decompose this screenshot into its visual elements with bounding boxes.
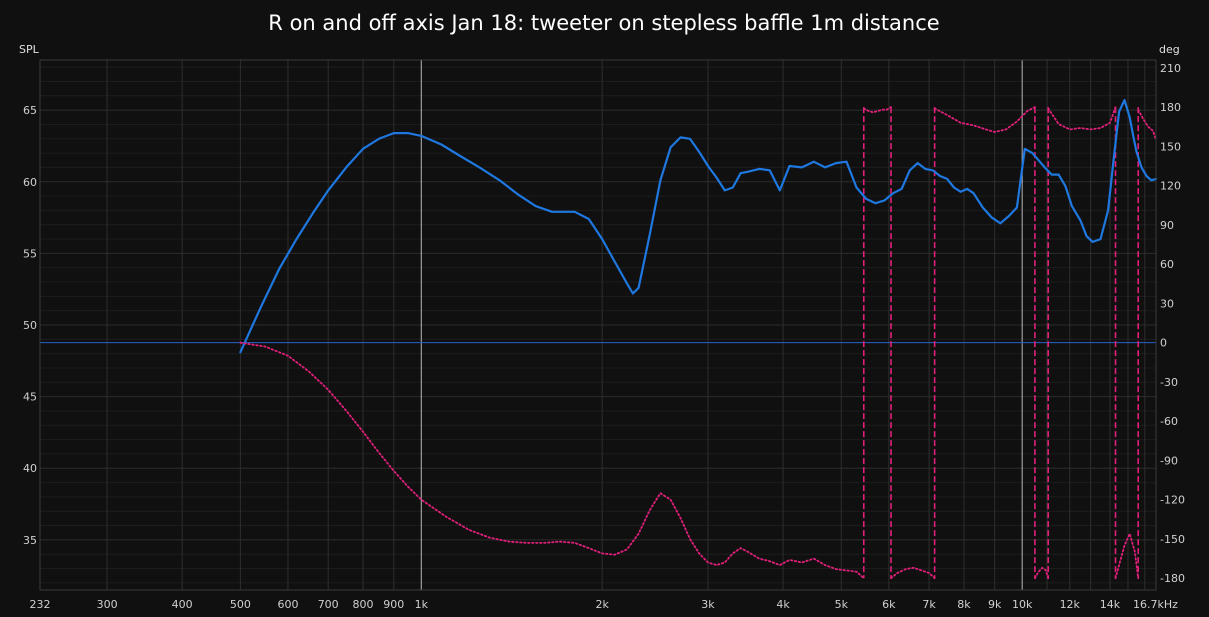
tick-labels: 35 40 45 50 55 60 65 -180 -150 -120 -90 -60 -30 0 30 60… — [23, 62, 1185, 611]
x-tick-label: 700 — [318, 598, 339, 611]
y-left-tick-label: 55 — [23, 247, 37, 260]
y-right-tick-label: -60 — [1160, 415, 1178, 428]
x-tick-label: 14k — [1100, 598, 1121, 611]
y-right-tick-label: -180 — [1160, 572, 1185, 585]
y-left-tick-label: 65 — [23, 104, 37, 117]
y-right-tick-label: 90 — [1160, 219, 1174, 232]
y-left-tick-label: 45 — [23, 391, 37, 404]
x-tick-label: 500 — [230, 598, 251, 611]
y-right-tick-label: -150 — [1160, 533, 1185, 546]
phase-series-line — [239, 341, 865, 580]
y-left-tick-label: 50 — [23, 319, 37, 332]
x-tick-label: 400 — [172, 598, 193, 611]
x-tick-label: 7k — [922, 598, 936, 611]
y-right-tick-label: 210 — [1160, 62, 1181, 75]
y-left-tick-label: 40 — [23, 462, 37, 475]
y-right-tick-label: -30 — [1160, 376, 1178, 389]
y-right-tick-label: 120 — [1160, 180, 1181, 193]
phase-series-line — [890, 566, 936, 580]
x-tick-label: 5k — [835, 598, 849, 611]
x-tick-label: 800 — [353, 598, 374, 611]
grid — [40, 60, 1156, 590]
phase-series-line — [1047, 106, 1117, 131]
y-right-tick-label: -90 — [1160, 454, 1178, 467]
y-right-tick-label: 180 — [1160, 101, 1181, 114]
x-tick-label: 9k — [988, 598, 1002, 611]
phase-series-line — [1114, 532, 1140, 580]
y-right-axis-label: deg — [1159, 43, 1180, 56]
x-tick-label: 3k — [701, 598, 715, 611]
x-tick-label: 8k — [957, 598, 971, 611]
x-tick-label: 600 — [277, 598, 298, 611]
y-left-tick-label: 35 — [23, 534, 37, 547]
plot-area — [40, 98, 1158, 580]
y-left-axis-label: SPL — [19, 43, 40, 56]
x-unit-label: 16.7kHz — [1133, 598, 1178, 611]
x-tick-label: 900 — [383, 598, 404, 611]
y-right-tick-label: 30 — [1160, 297, 1174, 310]
y-left-tick-label: 60 — [23, 176, 37, 189]
x-tick-label: 1k — [415, 598, 429, 611]
chart-title: R on and off axis Jan 18: tweeter on ste… — [268, 11, 939, 35]
y-right-tick-label: -120 — [1160, 494, 1185, 507]
x-tick-label: 232 — [30, 598, 51, 611]
x-tick-label: 12k — [1060, 598, 1081, 611]
y-right-tick-label: 150 — [1160, 140, 1181, 153]
x-tick-label: 4k — [776, 598, 790, 611]
x-tick-label: 300 — [97, 598, 118, 611]
x-tick-label: 2k — [595, 598, 609, 611]
spl-series-line — [239, 98, 1158, 354]
phase-series-line — [862, 106, 892, 114]
y-right-tick-label: 0 — [1160, 337, 1167, 350]
phase-series-line — [933, 106, 1036, 133]
x-tick-label: 6k — [882, 598, 896, 611]
plot-frame — [39, 59, 1157, 591]
phase-series-line — [1034, 566, 1050, 580]
y-right-tick-label: 60 — [1160, 258, 1174, 271]
phase-series-line — [1137, 108, 1157, 141]
x-tick-label: 10k — [1012, 598, 1033, 611]
